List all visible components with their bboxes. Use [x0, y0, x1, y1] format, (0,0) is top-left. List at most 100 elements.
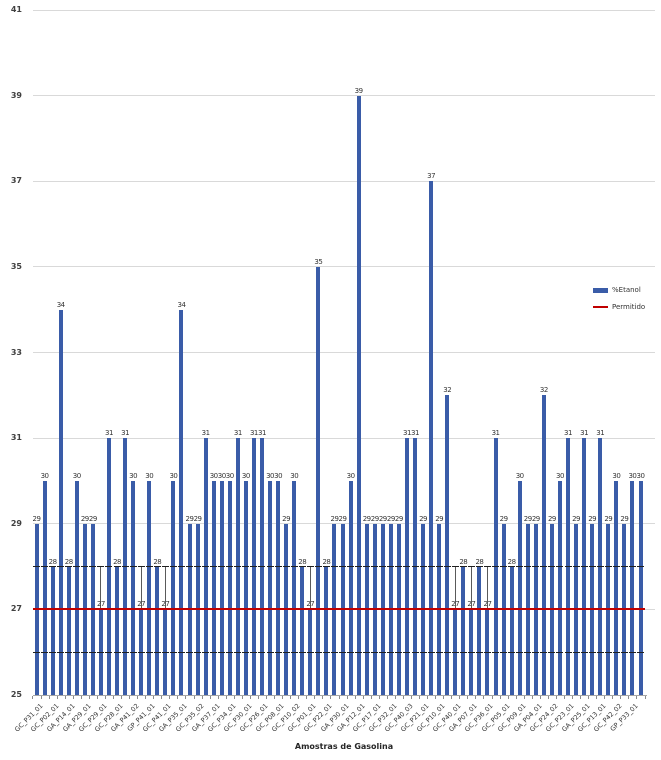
error-bar-cap — [475, 566, 483, 568]
x-axis-tick — [427, 696, 429, 699]
error-bar-cap — [274, 566, 282, 568]
x-axis-tick — [32, 696, 34, 699]
error-bar-cap — [194, 566, 202, 568]
error-bar-cap — [379, 651, 387, 653]
bar-value-label: 31 — [233, 429, 242, 438]
x-axis-tick — [306, 696, 308, 699]
bar-value-label: 29 — [588, 514, 597, 523]
error-bar-cap — [379, 566, 387, 568]
bar-value-label: 27 — [483, 600, 492, 609]
bar-value-label: 30 — [169, 471, 178, 480]
error-bar-cap — [186, 566, 193, 568]
x-axis-tick — [121, 696, 123, 699]
bar-value-label: 29 — [193, 514, 202, 523]
error-bar-cap — [451, 566, 459, 568]
error-bar-cap — [298, 651, 306, 653]
bar — [300, 566, 305, 695]
bar — [541, 395, 546, 695]
error-bar-cap — [202, 651, 210, 653]
x-axis-tick — [507, 696, 509, 699]
x-axis-tick — [241, 696, 243, 699]
legend-label-etanol: %Etanol — [612, 286, 641, 294]
error-bar-cap — [516, 566, 524, 568]
error-bar-cap — [121, 651, 129, 653]
error-bar-cap — [202, 566, 210, 568]
error-bar-cap — [177, 566, 185, 568]
bar-value-label: 28 — [298, 557, 307, 566]
error-bar-cap — [347, 651, 355, 653]
bar — [74, 480, 79, 695]
error-bar-cap — [145, 651, 153, 653]
x-axis-tick — [64, 696, 66, 699]
bar-value-label: 29 — [604, 514, 613, 523]
error-bar-cap — [322, 651, 330, 653]
bar-value-label: 29 — [330, 514, 339, 523]
error-bar-cap — [363, 651, 371, 653]
error-bar-cap — [218, 566, 226, 568]
bar-value-label: 29 — [435, 514, 444, 523]
bar-value-label: 30 — [612, 471, 621, 480]
error-bar-cap — [266, 566, 274, 568]
error-bar-cap — [89, 651, 97, 653]
error-bar-cap — [403, 566, 411, 568]
x-axis-tick — [338, 696, 340, 699]
error-bar-cap — [508, 566, 516, 568]
bar-value-label: 28 — [153, 557, 162, 566]
x-axis-tick — [233, 696, 235, 699]
error-bar-cap — [427, 651, 435, 653]
x-axis-tick — [547, 696, 549, 699]
error-bar-cap — [612, 651, 620, 653]
bar-value-label: 30 — [40, 471, 49, 480]
error-bar-cap — [411, 566, 419, 568]
error-bar-cap — [242, 651, 250, 653]
error-bar-cap — [282, 651, 290, 653]
y-tick-label: 27 — [10, 604, 22, 614]
error-bar-cap — [266, 651, 274, 653]
x-axis-tick — [257, 696, 259, 699]
error-bar-cap — [524, 566, 532, 568]
error-bar-cap — [330, 651, 338, 653]
error-bar-cap — [306, 566, 314, 568]
error-bar-cap — [274, 651, 282, 653]
bar-value-label: 31 — [201, 429, 210, 438]
error-bar-cap — [33, 566, 40, 568]
bar-value-label: 30 — [217, 471, 226, 480]
error-bar-cap — [403, 651, 411, 653]
bar-value-label: 34 — [56, 300, 65, 309]
error-bar-cap — [451, 651, 459, 653]
error-bar-cap — [435, 651, 443, 653]
error-bar-cap — [339, 651, 347, 653]
error-bar-cap — [459, 566, 467, 568]
bar — [429, 181, 434, 695]
bar — [243, 480, 248, 695]
x-axis-tick — [72, 696, 74, 699]
error-bar-cap — [637, 566, 644, 568]
error-bar-cap — [411, 651, 419, 653]
bar-value-label: 29 — [386, 514, 395, 523]
plot-area: 29 30 28 34 28 30 29 29 27 31 28 31 30 27 30 28 27 30 34 29… — [13, 9, 655, 733]
bar-value-label: 29 — [32, 514, 41, 523]
x-axis-tick — [604, 696, 606, 699]
error-bar-cap — [298, 566, 306, 568]
error-bar-cap — [467, 566, 475, 568]
x-axis-tick — [451, 696, 453, 699]
bar — [276, 480, 281, 695]
bar-value-label: 30 — [274, 471, 283, 480]
bar-value-label: 28 — [113, 557, 121, 566]
x-axis-tick — [266, 696, 268, 699]
x-axis-tick — [563, 696, 565, 699]
bar-value-label: 27 — [137, 600, 146, 609]
error-bar-cap — [419, 566, 427, 568]
error-bar-cap — [81, 566, 89, 568]
x-axis-tick — [394, 696, 396, 699]
error-bar-cap — [387, 566, 395, 568]
x-axis-tick — [402, 696, 404, 699]
x-axis-tick — [40, 696, 42, 699]
x-axis-tick — [443, 696, 445, 699]
bar-value-label: 27 — [451, 600, 460, 609]
error-bar-cap — [500, 566, 508, 568]
x-axis-tick — [153, 696, 155, 699]
bar-value-label: 29 — [499, 514, 508, 523]
bar-value-label: 29 — [282, 514, 291, 523]
error-bar-cap — [540, 566, 548, 568]
